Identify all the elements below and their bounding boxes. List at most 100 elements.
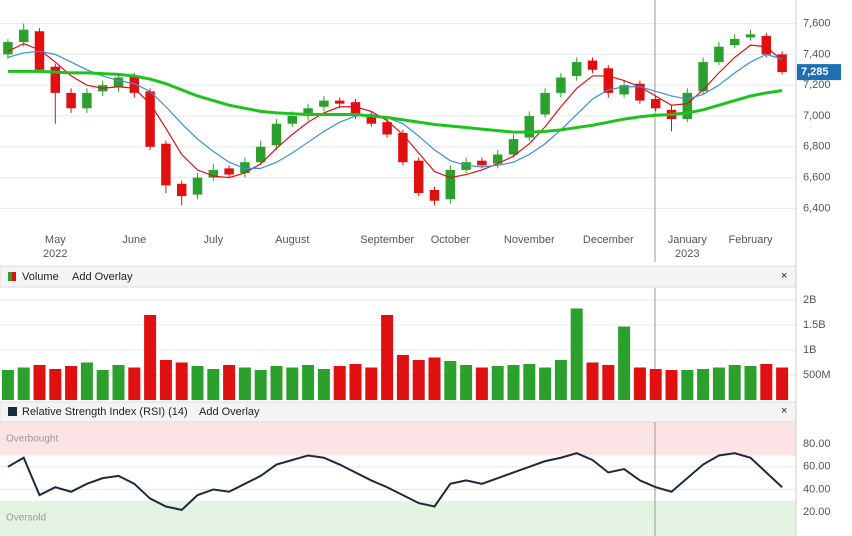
- candle-body: [429, 189, 440, 201]
- volume-bar: [475, 367, 488, 400]
- y-tick-label: 60.00: [803, 461, 831, 473]
- volume-icon: [8, 272, 13, 281]
- y-tick-label: 7,000: [803, 110, 831, 122]
- volume-bar: [238, 367, 251, 400]
- add-overlay[interactable]: Add Overlay: [72, 271, 133, 283]
- candle-body: [287, 116, 298, 124]
- candle-body: [319, 100, 329, 107]
- y-tick-label: 500M: [803, 369, 831, 381]
- candle-body: [477, 160, 487, 166]
- candle-body: [303, 108, 313, 116]
- backgrounds: [0, 23, 796, 536]
- volume-bar: [207, 369, 220, 400]
- volume-bar: [317, 369, 330, 400]
- add-overlay[interactable]: Add Overlay: [199, 406, 260, 418]
- candle-body: [508, 139, 519, 155]
- overbought-zone: [0, 422, 796, 456]
- volume-bar: [349, 364, 362, 400]
- candle-body: [445, 169, 456, 200]
- volume-bar: [302, 365, 315, 400]
- candle-body: [224, 168, 234, 175]
- candle-body: [650, 99, 661, 109]
- y-tick-label: 6,800: [803, 141, 831, 153]
- candle-body: [729, 38, 740, 46]
- volume-bar: [444, 361, 457, 400]
- volume-bar: [618, 326, 631, 400]
- volume-bar: [144, 315, 157, 400]
- x-tick-label: January: [668, 234, 708, 246]
- candle-body: [366, 114, 377, 124]
- oversold-zone: [0, 500, 796, 536]
- volume-bar: [1, 370, 14, 400]
- y-tick-label: 1B: [803, 344, 816, 356]
- volume-bar: [681, 370, 694, 400]
- x-year-label: 2023: [675, 248, 699, 260]
- candle-body: [777, 54, 787, 73]
- candle-body: [129, 75, 140, 93]
- candle-body: [603, 68, 614, 93]
- candle-body: [66, 92, 76, 109]
- volume-bar: [191, 366, 204, 400]
- candle-body: [587, 60, 598, 70]
- volume-bar: [744, 366, 757, 400]
- candle-body: [255, 146, 266, 163]
- oversold-label: Oversold: [6, 513, 46, 524]
- candle-body: [350, 102, 361, 116]
- volume-bar: [96, 370, 109, 400]
- volume-bar: [112, 365, 125, 400]
- volume-bar: [270, 366, 283, 400]
- volume-bar: [697, 369, 710, 400]
- moving-average: [7, 42, 783, 179]
- candle-body: [240, 162, 250, 173]
- volume-bar: [507, 365, 520, 400]
- candle-body: [398, 132, 408, 163]
- candle-body: [698, 62, 708, 92]
- volume-bar: [175, 362, 188, 400]
- x-tick-label: September: [360, 234, 414, 246]
- candle-body: [334, 100, 345, 104]
- volume-bar: [712, 367, 725, 400]
- volume-bar: [649, 369, 662, 400]
- volume-bar: [602, 365, 615, 400]
- volume-bar: [381, 315, 394, 400]
- y-tick-label: 1.5B: [803, 319, 826, 331]
- y-tick-label: 7,600: [803, 17, 831, 29]
- volume-bar: [365, 367, 378, 400]
- volume-icon: [12, 272, 16, 281]
- rsi-line: [7, 452, 783, 511]
- rsi-title: Relative Strength Index (RSI) (14): [22, 406, 188, 418]
- volume-bar: [33, 365, 46, 400]
- close-button[interactable]: ×: [781, 270, 787, 282]
- candle-body: [161, 143, 171, 186]
- candle-body: [382, 122, 392, 135]
- volume-bar: [554, 360, 567, 400]
- candle-body: [745, 34, 756, 38]
- candle-body: [18, 29, 29, 43]
- y-tick-label: 7,200: [803, 79, 831, 91]
- moving-average: [7, 69, 783, 134]
- moving-average: [7, 50, 783, 169]
- y-tick-label: 7,400: [803, 48, 831, 60]
- candle-body: [82, 92, 92, 109]
- volume-bar: [412, 360, 425, 400]
- candle-body: [761, 35, 772, 55]
- volume-bar: [633, 367, 646, 400]
- candle-body: [208, 169, 219, 178]
- x-tick-label: November: [504, 234, 555, 246]
- x-tick-label: February: [728, 234, 773, 246]
- volume-bar: [586, 362, 599, 400]
- last-price-label: 7,285: [801, 66, 829, 78]
- candle-body: [413, 160, 424, 194]
- close-button[interactable]: ×: [781, 405, 787, 417]
- candle-body: [145, 91, 155, 147]
- volume-bar: [428, 357, 441, 400]
- x-tick-label: May: [45, 234, 66, 246]
- x-year-label: 2022: [43, 248, 67, 260]
- volume-bar: [776, 367, 789, 400]
- y-tick-label: 40.00: [803, 483, 831, 495]
- volume-bar: [65, 366, 78, 400]
- volume-bar: [665, 370, 678, 400]
- candle-body: [192, 177, 203, 195]
- volume-bar: [396, 355, 409, 400]
- volume-bar: [80, 362, 93, 400]
